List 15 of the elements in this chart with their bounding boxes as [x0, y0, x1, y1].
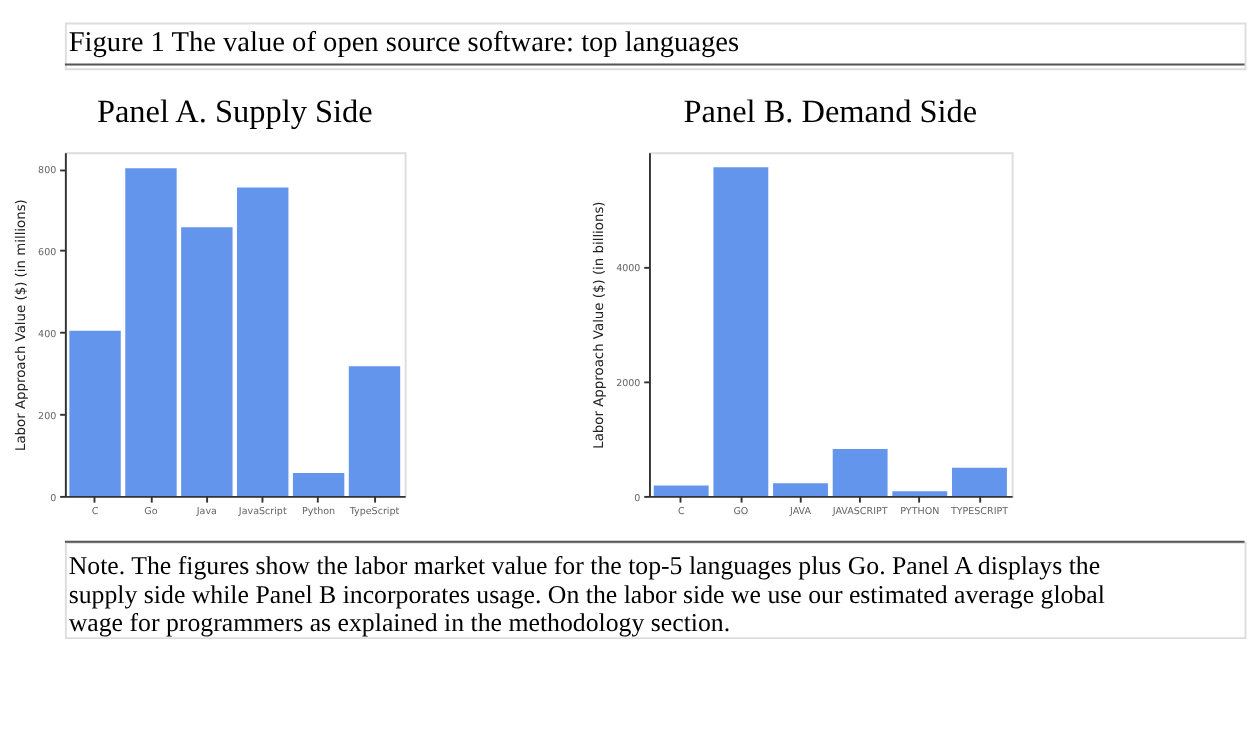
bar: [292, 473, 345, 496]
bar: [713, 167, 769, 496]
chart-title: Panel A. Supply Side: [96, 93, 373, 130]
text: Note. The figures show the labor market value for the top-5 languages plus Go. Panel A displays the supply side while Panel B incorporates usage. On the labor side we use our estimated average global wage for programmers as explained in the methodology section.: [68, 552, 1106, 638]
bar: [348, 366, 401, 496]
bar: [832, 448, 888, 496]
bar: [125, 168, 177, 496]
bar: [952, 467, 1007, 496]
bar: [237, 187, 289, 496]
bar: [69, 330, 121, 496]
bar: [773, 483, 828, 496]
chart-title: Panel B. Demand Side: [683, 93, 978, 130]
bar: [181, 227, 233, 496]
bar: [653, 485, 709, 496]
text: Figure 1 The value of open source software: top languages: [68, 27, 741, 60]
